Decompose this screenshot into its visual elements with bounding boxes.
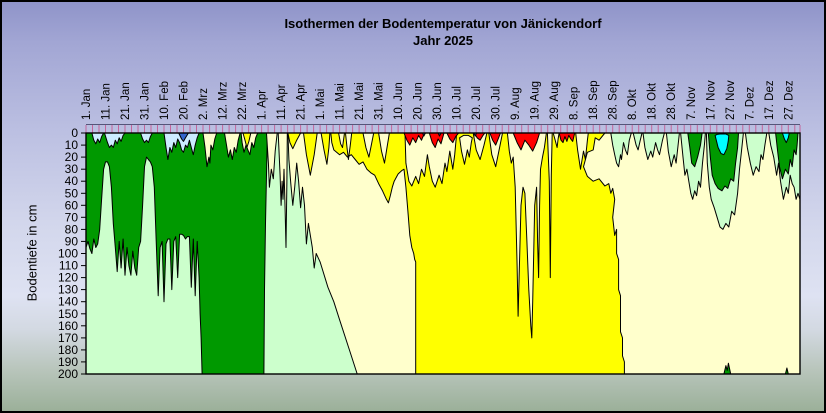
x-tick-label: 8. Sep xyxy=(569,87,581,120)
x-tick-label: 19. Aug xyxy=(530,81,542,120)
region-okt-lightgreen-3 xyxy=(642,132,665,160)
x-tick-label: 27. Nov xyxy=(725,80,737,120)
x-tick-label: 10. Jun xyxy=(393,82,405,120)
x-tick-label: 27. Dez xyxy=(783,80,795,120)
x-tick-label: 21. Apr xyxy=(296,83,308,120)
y-tick-label: 10 xyxy=(65,138,79,152)
x-tick-label: 10. Feb xyxy=(159,81,171,120)
region-jun-cream-under-red xyxy=(404,132,458,188)
y-tick-label: 180 xyxy=(58,343,78,357)
x-tick-label: 8. Okt xyxy=(627,89,639,120)
x-tick-label: 20. Jul xyxy=(471,86,483,120)
x-tick-label: 1. Apr xyxy=(257,90,269,120)
x-tick-label: 21. Jan xyxy=(120,82,132,120)
y-tick-label: 40 xyxy=(65,174,79,188)
y-tick-label: 160 xyxy=(58,319,78,333)
x-tick-label: 17. Nov xyxy=(705,80,717,120)
x-tick-label: 1. Jan xyxy=(81,89,93,120)
y-tick-label: 100 xyxy=(58,247,78,261)
chart-title-block: Isothermen der Bodentemperatur von Jänic… xyxy=(86,15,800,49)
region-nov-darkgreen-5 xyxy=(687,132,703,168)
x-tick-label: 18. Sep xyxy=(588,80,600,120)
region-winter-coldcore-darkgreen xyxy=(85,132,268,375)
x-tick-label: 30. Jun xyxy=(432,82,444,120)
y-tick-label: 120 xyxy=(58,271,78,285)
y-tick-label: 140 xyxy=(58,295,78,309)
region-okt-lightgreen-1 xyxy=(610,132,632,168)
region-nov-cyan-core xyxy=(714,133,730,156)
y-tick-label: 50 xyxy=(65,186,79,200)
y-tick-label: 190 xyxy=(58,355,78,369)
region-okt-lightgreen-4 xyxy=(665,132,680,168)
x-tick-label: 9. Aug xyxy=(510,87,522,120)
chart-subtitle: Jahr 2025 xyxy=(413,33,473,48)
x-tick-label: 11. Apr xyxy=(276,84,288,120)
x-tick-label: 21. Mai xyxy=(354,82,366,120)
x-tick-label: 18. Okt xyxy=(647,82,659,120)
x-tick-label: 11. Jan xyxy=(101,83,113,120)
region-aug-cream-intrusion xyxy=(506,132,547,339)
region-apr-cream-2 xyxy=(277,132,288,248)
y-tick-label: 200 xyxy=(58,367,78,381)
plot-border xyxy=(85,132,801,375)
region-aug-red-6 xyxy=(512,132,541,152)
y-tick-label: 90 xyxy=(65,234,79,248)
region-jul-cream-pocket xyxy=(459,134,473,165)
y-tick-label: 80 xyxy=(65,222,79,236)
x-tick-label: 17. Dez xyxy=(764,80,776,120)
x-tick-label: 20. Jun xyxy=(413,82,425,120)
y-tick-label: 0 xyxy=(71,126,78,140)
x-tick-label: 7. Nov xyxy=(686,87,698,120)
region-mrz-cream-1 xyxy=(202,132,218,168)
region-sep-red-7 xyxy=(558,132,576,144)
y-tick-label: 70 xyxy=(65,210,79,224)
x-tick-label: 28. Sep xyxy=(608,80,620,120)
region-dez-darkgreen-8 xyxy=(775,132,799,180)
region-feb-paleblue xyxy=(163,132,200,160)
x-tick-label: 11. Mai xyxy=(335,83,347,120)
x-tick-label: 10. Jul xyxy=(452,86,464,120)
x-tick-label: 30. Jul xyxy=(491,86,503,120)
x-tick-label: 1. Mai xyxy=(315,89,327,120)
y-tick-label: 150 xyxy=(58,307,78,321)
y-tick-label: 130 xyxy=(58,283,78,297)
x-tick-label: 28. Okt xyxy=(666,82,678,120)
x-tick-label: 12. Mrz xyxy=(218,81,230,120)
region-dez-lightgreen-7 xyxy=(744,132,768,176)
chart-title: Isothermen der Bodentemperatur von Jänic… xyxy=(284,16,602,31)
region-mrz-cream-2 xyxy=(224,132,241,160)
x-tick-label: 29. Aug xyxy=(549,81,561,120)
x-tick-label: 7. Dez xyxy=(744,87,756,120)
region-jan-paleblue-2 xyxy=(104,132,126,148)
region-nov-darkgreen-6 xyxy=(707,132,739,192)
y-tick-label: 30 xyxy=(65,162,79,176)
x-tick-label: 20. Feb xyxy=(179,81,191,120)
region-sep-cream-notch-2 xyxy=(575,132,589,170)
y-tick-label: 20 xyxy=(65,150,79,164)
x-tick-label: 31. Jan xyxy=(140,82,152,120)
y-tick-label: 110 xyxy=(59,259,78,273)
y-tick-label: 60 xyxy=(65,198,79,212)
x-tick-label: 22. Mrz xyxy=(237,81,249,120)
x-tick-label: 2. Mrz xyxy=(198,88,210,120)
region-apr-cream-1 xyxy=(266,132,278,188)
y-tick-label: 170 xyxy=(58,331,78,345)
x-tick-label: 31. Mai xyxy=(374,82,386,120)
